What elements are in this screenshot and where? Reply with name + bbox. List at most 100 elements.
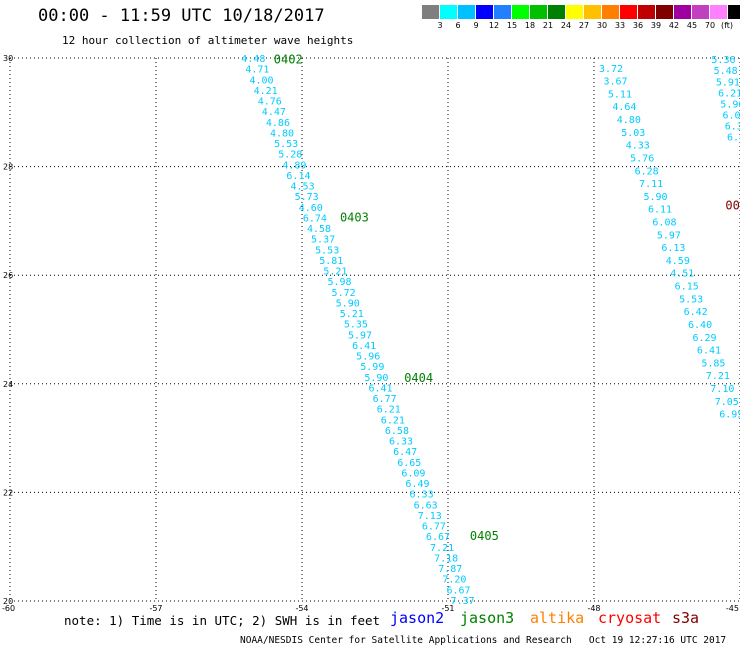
wave-height-point: 5.35 bbox=[344, 320, 368, 331]
wave-height-point: 4.60 bbox=[299, 203, 323, 214]
wave-height-point: 6.63 bbox=[414, 500, 438, 511]
satellite-label-s3a: s3a bbox=[672, 609, 700, 627]
color-scale-legend: 3 6 9 12 15 18 21 24 27 30 33 36 39 42 45 70 (ft) bbox=[422, 5, 740, 30]
color-scale-label: 45 bbox=[686, 21, 698, 30]
y-tick-label: 28 bbox=[3, 163, 13, 172]
wave-height-point: 5.99 bbox=[360, 362, 384, 373]
wave-height-point: 7.05 bbox=[715, 397, 739, 408]
wave-height-point: 6.47 bbox=[727, 133, 740, 144]
wave-height-point: 6.49 bbox=[405, 479, 429, 490]
x-tick-label: -48 bbox=[587, 604, 600, 613]
color-swatch bbox=[674, 5, 692, 19]
wave-height-point: 5.96 bbox=[356, 352, 380, 363]
wave-height-point: 4.71 bbox=[245, 65, 269, 76]
wave-height-point: 6.74 bbox=[303, 213, 327, 224]
color-swatch bbox=[548, 5, 566, 19]
wave-height-point: 5.91 bbox=[716, 77, 740, 88]
wave-height-point: 7.11 bbox=[639, 179, 663, 190]
satellite-label-altika: altika bbox=[530, 609, 585, 627]
wave-height-point: 5.21 bbox=[340, 309, 364, 320]
wave-height-point: 4.58 bbox=[307, 224, 331, 235]
color-swatch bbox=[728, 5, 740, 19]
color-scale-label: 21 bbox=[542, 21, 554, 30]
wave-height-point: 7.21 bbox=[430, 543, 454, 554]
wave-height-point: 6.41 bbox=[368, 383, 392, 394]
color-scale-label: 36 bbox=[632, 21, 644, 30]
color-scale-label: 24 bbox=[560, 21, 572, 30]
color-swatch bbox=[656, 5, 674, 19]
wave-height-point: 5.48 bbox=[714, 66, 738, 77]
color-scale-label: 6 bbox=[455, 21, 461, 30]
chart-title: 00:00 - 11:59 UTC 10/18/2017 bbox=[38, 6, 325, 26]
x-tick-label: -60 bbox=[2, 604, 15, 613]
wave-height-point: 6.67 bbox=[446, 585, 470, 596]
satellite-label-cryosat: cryosat bbox=[598, 609, 662, 627]
wave-height-point: 3.72 bbox=[599, 64, 623, 75]
wave-height-point: 6.42 bbox=[684, 307, 708, 318]
wave-height-point: 4.48 bbox=[241, 54, 265, 65]
color-scale-label: 3 bbox=[437, 21, 443, 30]
color-scale-label: 18 bbox=[524, 21, 536, 30]
color-scale-label: 70 bbox=[704, 21, 716, 30]
pass-time-label: 0402 bbox=[274, 53, 303, 67]
color-scale-swatches bbox=[422, 5, 740, 19]
wave-height-point: 6.40 bbox=[688, 320, 712, 331]
color-scale-labels: 3 6 9 12 15 18 21 24 27 30 33 36 39 42 45 70 (ft) bbox=[422, 19, 740, 30]
color-scale-label: 15 bbox=[506, 21, 518, 30]
wave-height-point: 6.21 bbox=[381, 415, 405, 426]
wave-height-point: 5.03 bbox=[621, 128, 645, 139]
color-swatch bbox=[476, 5, 494, 19]
pass-time-label: 0403 bbox=[340, 211, 369, 225]
wave-height-point: 6.31 bbox=[725, 122, 740, 133]
wave-height-point: 6.33 bbox=[410, 490, 434, 501]
wave-height-point: 6.09 bbox=[401, 468, 425, 479]
color-scale-label: 30 bbox=[596, 21, 608, 30]
wave-height-point: 7.37 bbox=[451, 596, 475, 607]
wave-height-point: 5.36 bbox=[711, 55, 735, 66]
wave-height-point: 6.15 bbox=[675, 282, 699, 293]
wave-height-point: 5.90 bbox=[364, 373, 388, 384]
satellite-label-jason2: jason2 bbox=[390, 609, 445, 627]
wave-height-point: 5.11 bbox=[608, 89, 632, 100]
color-swatch bbox=[512, 5, 530, 19]
color-swatch bbox=[584, 5, 602, 19]
pass-time-label: 0405 bbox=[470, 529, 499, 543]
wave-height-point: 6.28 bbox=[635, 166, 659, 177]
wave-height-point: 5.72 bbox=[332, 288, 356, 299]
wave-height-point: 4.47 bbox=[262, 107, 286, 118]
wave-height-point: 5.53 bbox=[679, 294, 703, 305]
wave-height-point: 4.89 bbox=[282, 160, 306, 171]
y-tick-label: 20 bbox=[3, 597, 13, 606]
wave-height-point: 4.51 bbox=[670, 269, 694, 280]
color-scale-unit: (ft) bbox=[721, 21, 734, 30]
wave-height-point: 4.33 bbox=[626, 141, 650, 152]
wave-height-point: 6.41 bbox=[697, 346, 721, 357]
wave-height-point: 6.29 bbox=[692, 333, 716, 344]
color-swatch bbox=[422, 5, 440, 19]
color-swatch bbox=[602, 5, 620, 19]
wave-height-point: 6.05 bbox=[723, 111, 740, 122]
color-scale-label: 12 bbox=[488, 21, 500, 30]
wave-height-point: 6.95 bbox=[719, 410, 740, 421]
wave-height-point: 5.37 bbox=[311, 235, 335, 246]
wave-height-point: 7.18 bbox=[434, 553, 458, 564]
wave-height-point: 6.11 bbox=[648, 205, 672, 216]
wave-height-point: 6.14 bbox=[286, 171, 310, 182]
wave-height-point: 4.80 bbox=[617, 115, 641, 126]
wave-height-point: 4.59 bbox=[666, 256, 690, 267]
wave-height-point: 5.90 bbox=[644, 192, 668, 203]
wave-height-point: 5.97 bbox=[657, 230, 681, 241]
y-tick-label: 22 bbox=[3, 488, 13, 497]
x-tick-label: -45 bbox=[726, 604, 739, 613]
wave-height-point: 4.00 bbox=[249, 75, 273, 86]
wave-height-point: 6.33 bbox=[389, 437, 413, 448]
color-swatch bbox=[566, 5, 584, 19]
wave-height-point: 7.21 bbox=[706, 371, 730, 382]
wave-height-point: 3.67 bbox=[603, 77, 627, 88]
wave-height-point: 7.87 bbox=[438, 564, 462, 575]
y-tick-label: 30 bbox=[3, 54, 13, 63]
wave-height-point: 5.90 bbox=[336, 298, 360, 309]
wave-height-point: 4.53 bbox=[291, 182, 315, 193]
wave-height-point: 4.80 bbox=[270, 128, 294, 139]
